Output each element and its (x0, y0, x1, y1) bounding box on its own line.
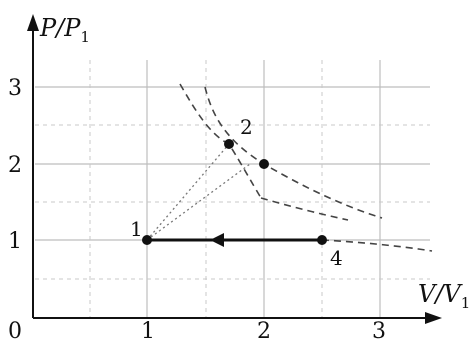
origin-label: 0 (8, 319, 22, 344)
x-axis-arrow-icon (425, 312, 442, 324)
label-point-1: 1 (130, 217, 143, 241)
point-4 (317, 235, 327, 245)
isobar-process (149, 233, 322, 247)
compression-2-1 (261, 198, 348, 220)
x-tick-2: 2 (257, 319, 271, 344)
x-tick-3: 3 (372, 319, 386, 344)
y-tick-1: 1 (8, 229, 22, 254)
dotted-lines (147, 144, 250, 240)
isotherm-upper (205, 87, 382, 218)
x-axis-label: V/V1 (418, 280, 470, 312)
minor-grid (35, 60, 430, 318)
process-arrow-icon (210, 233, 224, 247)
label-point-2: 2 (240, 115, 253, 139)
state-points (142, 139, 327, 245)
y-tick-2: 2 (8, 153, 22, 178)
y-tick-3: 3 (8, 76, 22, 101)
process-curves (180, 84, 432, 251)
label-point-4: 4 (330, 246, 343, 270)
adiabat-1-2 (180, 84, 261, 198)
y-axis-label: P/P1 (39, 14, 90, 46)
x-tick-1: 1 (141, 319, 155, 344)
y-axis-arrow-icon (27, 14, 39, 31)
point-3 (259, 159, 269, 169)
point-2 (224, 139, 234, 149)
point-1 (142, 235, 152, 245)
